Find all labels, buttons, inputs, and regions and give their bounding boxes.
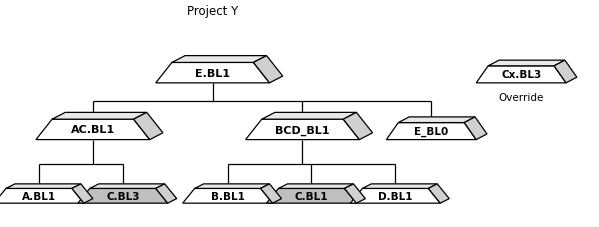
Polygon shape: [246, 119, 359, 140]
Polygon shape: [476, 66, 566, 83]
Polygon shape: [36, 119, 150, 140]
Text: C.BL1: C.BL1: [295, 192, 328, 202]
Polygon shape: [350, 188, 440, 203]
Polygon shape: [90, 184, 165, 188]
Polygon shape: [279, 184, 353, 188]
Polygon shape: [488, 60, 565, 66]
Polygon shape: [267, 188, 356, 203]
Polygon shape: [428, 184, 449, 203]
Polygon shape: [156, 184, 177, 203]
Text: E_BL0: E_BL0: [414, 127, 449, 137]
Polygon shape: [343, 112, 373, 140]
Polygon shape: [195, 184, 270, 188]
Polygon shape: [464, 117, 487, 140]
Polygon shape: [554, 60, 577, 83]
Polygon shape: [0, 188, 84, 203]
Text: Cx.BL3: Cx.BL3: [501, 70, 541, 80]
Polygon shape: [172, 56, 267, 62]
Text: Project Y: Project Y: [187, 5, 238, 17]
Text: B.BL1: B.BL1: [211, 192, 244, 202]
Text: D.BL1: D.BL1: [378, 192, 413, 202]
Polygon shape: [262, 112, 356, 119]
Polygon shape: [6, 184, 81, 188]
Text: C.BL3: C.BL3: [106, 192, 140, 202]
Polygon shape: [78, 188, 168, 203]
Polygon shape: [261, 184, 282, 203]
Text: A.BL1: A.BL1: [22, 192, 56, 202]
Polygon shape: [398, 117, 475, 123]
Text: Override: Override: [498, 93, 544, 103]
Polygon shape: [183, 188, 273, 203]
Polygon shape: [253, 56, 283, 83]
Text: BCD_BL1: BCD_BL1: [276, 125, 329, 136]
Polygon shape: [134, 112, 163, 140]
Polygon shape: [362, 184, 437, 188]
Polygon shape: [156, 62, 270, 83]
Text: AC.BL1: AC.BL1: [71, 125, 115, 136]
Polygon shape: [386, 123, 476, 140]
Polygon shape: [72, 184, 93, 203]
Polygon shape: [52, 112, 147, 119]
Polygon shape: [344, 184, 365, 203]
Text: E.BL1: E.BL1: [195, 69, 230, 79]
